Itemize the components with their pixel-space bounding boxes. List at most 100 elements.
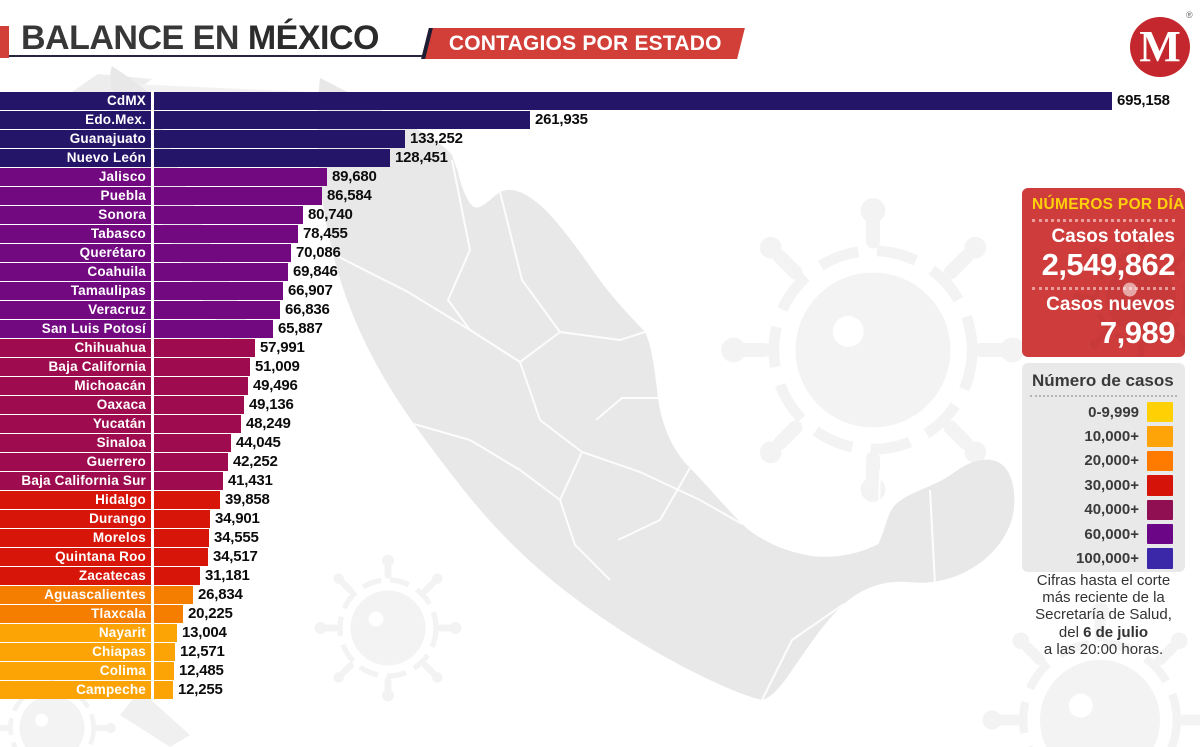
bar-value-label: 26,834 — [198, 586, 243, 603]
page-title-regular: BALANCE EN — [21, 19, 248, 57]
legend-row: 10,000+ — [1022, 424, 1185, 448]
bar-row: Chiapas 12,571 — [0, 643, 1200, 661]
page-title-bold: MÉXICO — [247, 19, 380, 57]
legend-color-swatch — [1147, 426, 1173, 447]
bar-value-label: 86,584 — [327, 187, 372, 204]
bar-state-label: Campeche — [76, 682, 146, 697]
bar-state-label: Querétaro — [79, 245, 146, 260]
bar-row: Durango 34,901 — [0, 510, 1200, 528]
map-state-borders — [332, 159, 936, 701]
bar-row: Guanajuato 133,252 — [0, 130, 1200, 148]
note-line: Cifras hasta el corte — [1036, 572, 1171, 589]
bar-fill — [0, 339, 255, 357]
legend-range-label: 40,000+ — [1084, 501, 1139, 519]
legend-color-swatch — [1147, 475, 1173, 496]
bar-state-label: Michoacán — [74, 378, 146, 393]
bar-state-label: Zacatecas — [78, 568, 146, 583]
bar-value-label: 128,451 — [395, 149, 448, 166]
bar-state-label: Morelos — [92, 530, 146, 545]
bar-fill — [0, 434, 231, 452]
bar-value-label: 34,555 — [214, 529, 259, 546]
bar-value-label: 261,935 — [535, 111, 588, 128]
note-line-date: del 6 de julio — [1058, 623, 1149, 641]
bar-row: Sonora 80,740 — [0, 206, 1200, 224]
bar-value-label: 133,252 — [410, 130, 463, 147]
note-line: más reciente de la — [1042, 589, 1165, 607]
bar-state-label: Baja California — [48, 359, 146, 374]
bar-value-label: 44,045 — [236, 434, 281, 451]
registered-trademark-icon: ® — [1186, 10, 1193, 20]
bar-row: Michoacán 49,496 — [0, 377, 1200, 395]
bar-fill — [0, 282, 283, 300]
bar-state-label: Tabasco — [90, 226, 146, 241]
bar-state-label: Durango — [89, 511, 146, 526]
legend-color-swatch — [1147, 499, 1173, 520]
milenio-logo-letter: M — [1139, 22, 1181, 71]
bar-row: Chihuahua 57,991 — [0, 339, 1200, 357]
bar-row: Quintana Roo 34,517 — [0, 548, 1200, 566]
legend-row: 60,000+ — [1022, 522, 1185, 546]
bar-state-label: Edo.Mex. — [85, 112, 146, 127]
bar-fill — [0, 225, 298, 243]
dotted-divider — [1032, 287, 1175, 290]
bar-value-label: 695,158 — [1117, 92, 1170, 109]
dotted-divider — [1032, 219, 1175, 222]
bar-fill — [0, 453, 228, 471]
bar-state-label: Jalisco — [98, 169, 146, 184]
bar-fill — [0, 130, 405, 148]
bar-state-label: Baja California Sur — [21, 473, 146, 488]
legend-range-label: 20,000+ — [1084, 452, 1139, 470]
bar-row: Yucatán 48,249 — [0, 415, 1200, 433]
bar-fill — [0, 548, 208, 566]
source-note: Cifras hasta el corte más reciente de la S… — [1022, 572, 1185, 658]
legend-rows: 0-9,999 10,000+ 20,000+ 30,000+ 40,000+ 60,00… — [1022, 400, 1185, 571]
bar-row: Veracruz 66,836 — [0, 301, 1200, 319]
bar-fill — [0, 472, 223, 490]
bar-row: Sinaloa 44,045 — [0, 434, 1200, 452]
bar-fill — [0, 586, 193, 604]
legend-row: 20,000+ — [1022, 449, 1185, 473]
legend-row: 30,000+ — [1022, 473, 1185, 497]
bar-fill — [0, 662, 174, 680]
page-title: BALANCE EN MÉXICO — [21, 20, 379, 56]
bar-value-label: 49,496 — [253, 377, 298, 394]
bar-row: San Luis Potosí 65,887 — [0, 320, 1200, 338]
bar-fill — [0, 529, 209, 547]
bar-state-label: Guerrero — [86, 454, 146, 469]
legend-range-label: 10,000+ — [1084, 428, 1139, 446]
bar-row: Zacatecas 31,181 — [0, 567, 1200, 585]
bar-row: Oaxaca 49,136 — [0, 396, 1200, 414]
bar-value-label: 42,252 — [233, 453, 278, 470]
subtitle-banner-label: CONTAGIOS POR ESTADO — [448, 31, 722, 55]
bar-value-label: 66,907 — [288, 282, 333, 299]
bar-value-label: 12,255 — [178, 681, 223, 698]
bar-fill — [0, 510, 210, 528]
bar-fill — [0, 624, 177, 642]
bar-fill — [0, 111, 530, 129]
bar-value-label: 69,846 — [293, 263, 338, 280]
bar-state-label: Veracruz — [88, 302, 146, 317]
bar-state-label: Puebla — [100, 188, 146, 203]
bar-row: Baja California 51,009 — [0, 358, 1200, 376]
bar-row: Tamaulipas 66,907 — [0, 282, 1200, 300]
label-column-separator — [151, 91, 154, 699]
bar-fill — [0, 320, 273, 338]
title-accent-block — [0, 26, 9, 58]
bar-value-label: 39,858 — [225, 491, 270, 508]
bar-state-label: Coahuila — [87, 264, 146, 279]
bar-value-label: 12,485 — [179, 662, 224, 679]
bar-value-label: 13,004 — [182, 624, 227, 641]
legend-color-swatch — [1147, 401, 1173, 423]
bar-state-label: Chihuahua — [74, 340, 146, 355]
legend-row: 100,000+ — [1022, 546, 1185, 570]
bar-row: Nayarit 13,004 — [0, 624, 1200, 642]
bar-fill — [0, 263, 288, 281]
bar-fill — [0, 415, 241, 433]
note-line: a las 20:00 horas. — [1043, 640, 1164, 658]
bar-state-label: San Luis Potosí — [41, 321, 146, 336]
map-mainland — [317, 78, 1015, 700]
bar-state-label: Quintana Roo — [55, 549, 146, 564]
bar-row: Morelos 34,555 — [0, 529, 1200, 547]
dotted-divider — [1030, 395, 1177, 397]
